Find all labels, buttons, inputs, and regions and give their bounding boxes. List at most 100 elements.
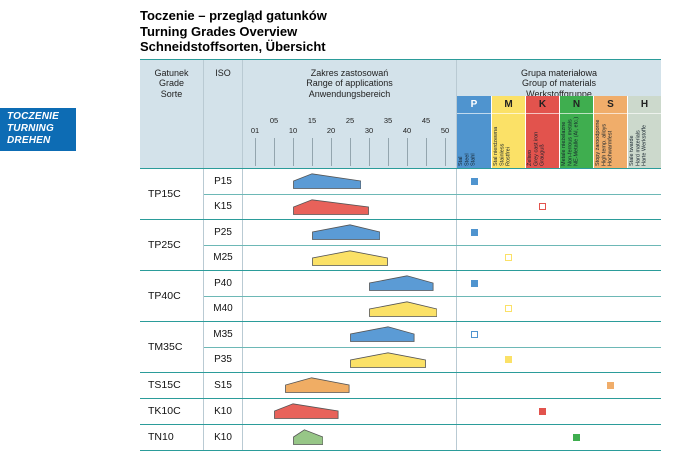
material-cell-P [457,348,491,372]
material-cell-H [627,220,661,245]
material-cell-H [627,399,661,424]
title-line-de: Schneidstoffsorten, Übersicht [140,39,326,54]
scale-label: 01 [250,125,260,135]
iso-code: M25 [204,245,243,270]
material-cell-M [491,297,525,321]
grade-name: TP15C [140,168,204,219]
range-title-line: Range of applications [306,78,393,88]
grade-subrows: S15 [204,372,661,398]
material-marker-filled [572,433,580,441]
materials-title: Grupa materiałowa Group of materials Wer… [457,60,661,99]
material-cell-S [593,246,627,270]
application-range [243,372,457,398]
material-cell-N [559,195,593,219]
material-label: Stal Steel Stahl [458,152,477,166]
material-cell-K [525,195,559,219]
table-body: TP15C P15 K15 TP25C P25 M25 TP40C P40 M40 TM35C M3… [140,168,661,451]
material-marker-filled [538,407,546,415]
application-scale: 01 05 10 15 20 25 30 35 40 45 50 [243,114,456,168]
range-shape [369,275,434,291]
header-iso-label: ISO [215,67,231,78]
material-cell-M [491,169,525,194]
header-grade-line: Gatunek [154,67,189,78]
iso-row: M35 [204,321,661,347]
material-letter: N [560,96,593,114]
range-title-line: Zakres zastosowań [310,67,389,78]
grade-subrows: M35 P35 [204,321,661,372]
grade-group: TM35C M35 P35 [140,320,661,372]
material-marker-cells [457,169,661,194]
material-cell-N [559,271,593,296]
iso-code: K10 [204,398,243,424]
material-cell-H [627,297,661,321]
material-marker-filled [504,356,512,363]
grade-subrows: K10 [204,424,661,450]
scale-label: 25 [345,115,355,125]
iso-code: P25 [204,219,243,245]
material-cell-K [525,271,559,296]
materials-title-line: Group of materials [521,78,597,88]
iso-row: M25 [204,244,661,270]
scale-tick [426,137,427,166]
material-marker-cells [457,425,661,450]
material-cell-H [627,195,661,219]
material-marker-hollow [504,254,512,261]
scale-label: 30 [364,125,374,135]
iso-code: K10 [204,424,243,450]
material-cell-P [457,297,491,321]
grade-name: TP40C [140,270,204,321]
material-cell-M [491,373,525,398]
iso-code: P35 [204,347,243,372]
material-cell-K [525,220,559,245]
material-marker-cells [457,195,661,219]
material-cell-K [525,246,559,270]
material-column-H: H Stale twarde Hard materials Harte Werks… [627,95,661,168]
material-cell-M [491,246,525,270]
range-shape [350,326,415,342]
page-title: Toczenie – przegląd gatunków Turning Gra… [140,8,662,55]
material-cell-S [593,348,627,372]
material-cell-K [525,348,559,372]
application-range [243,219,457,245]
material-cell-H [627,322,661,347]
range-shape [312,224,381,240]
material-cell-P [457,399,491,424]
header-grade-line: Sorte [160,88,183,99]
side-tab-line: DREHEN [7,135,51,146]
material-cell-P [457,322,491,347]
material-cell-S [593,271,627,296]
scale-label: 35 [383,115,393,125]
material-cell-P [457,271,491,296]
material-column-P: P Stal Steel Stahl [457,95,491,168]
iso-code: M35 [204,321,243,347]
material-marker-hollow [538,203,546,210]
range-shape [274,403,339,419]
material-cell-N [559,246,593,270]
range-shape [350,351,426,368]
iso-row: K15 [204,193,661,219]
material-cell-P [457,169,491,194]
range-shape [285,377,350,393]
material-label: Żeliwo Grey cast iron Grauguß [527,131,546,166]
material-column-N: N Metale nieżelazne Non-ferrous metals NE… [559,95,593,168]
scale-tick [312,137,313,166]
material-cell-P [457,195,491,219]
range-shape [369,300,438,317]
grades-table: Gatunek Grade Sorte ISO Zakres zastosowa… [140,58,661,451]
scale-label: 15 [307,115,317,125]
iso-code: S15 [204,372,243,398]
iso-row: P35 [204,346,661,372]
material-label: Metale nieżelazne Non-ferrous metals NE-… [561,116,580,166]
material-cell-M [491,195,525,219]
scale-label: 20 [326,125,336,135]
material-columns: P Stal Steel Stahl M Stal nierdzewna Stainl… [457,95,661,168]
iso-row: K10 [204,398,661,424]
title-line-en: Turning Grades Overview [140,23,298,39]
grade-group: TP25C P25 M25 [140,218,661,270]
scale-tick [293,137,294,166]
header-materials: Grupa materiałowa Group of materials Wer… [457,60,661,168]
scale-label: 05 [269,115,279,125]
grade-group: TS15C S15 [140,371,661,398]
material-cell-K [525,425,559,450]
material-cell-M [491,425,525,450]
